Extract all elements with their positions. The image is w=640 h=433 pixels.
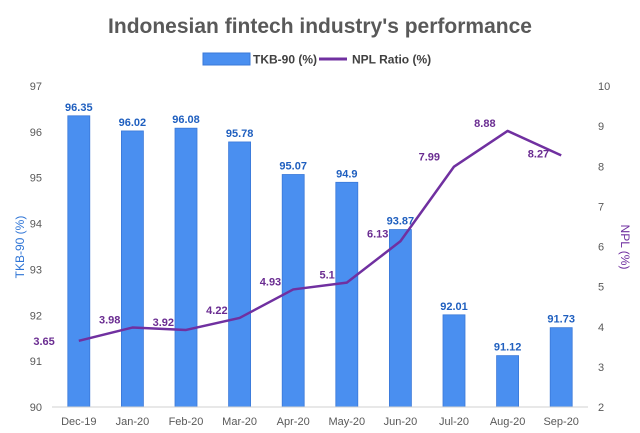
line-value-label: 8.88 xyxy=(474,118,495,130)
line-value-label: 6.13 xyxy=(367,228,388,240)
bar xyxy=(121,130,144,408)
x-axis: Dec-19 Jan-20 Feb-20 Mar-20 Apr-20 May-20 Jun-… xyxy=(52,406,588,428)
y-tick-right-label: 4 xyxy=(598,322,604,334)
line-value-label: 3.65 xyxy=(33,336,54,348)
line-value-label: 3.98 xyxy=(99,315,120,327)
bar-value-label: 95.07 xyxy=(279,161,307,173)
line-value-label: 4.22 xyxy=(206,305,227,317)
bar-value-label: 91.73 xyxy=(547,314,575,326)
legend-swatch-tkb xyxy=(202,52,251,66)
y-tick-left-label: 92 xyxy=(30,310,42,322)
line-value-label: 7.99 xyxy=(419,152,440,164)
y-tick-right-label: 5 xyxy=(598,282,604,294)
x-tick-label: Sep-20 xyxy=(543,416,578,428)
bar xyxy=(496,355,520,408)
y-tick-right-label: 9 xyxy=(598,121,604,133)
bar-value-label: 96.02 xyxy=(119,117,147,129)
line-value-label: 5.1 xyxy=(320,270,335,282)
line-value-label: 8.27 xyxy=(528,148,549,160)
x-tick-label: Dec-19 xyxy=(61,416,96,428)
y-tick-left-label: 91 xyxy=(30,356,42,368)
x-tick-label: Apr-20 xyxy=(277,416,310,428)
y-axis-left: 90 91 92 93 94 95 96 97 xyxy=(30,81,42,414)
y-tick-right-label: 8 xyxy=(598,161,604,173)
chart-title: Indonesian fintech industry's performanc… xyxy=(108,15,532,38)
bar xyxy=(67,115,91,408)
legend: TKB-90 (%) NPL Ratio (%) xyxy=(202,52,431,67)
bar-value-label: 96.08 xyxy=(172,114,200,126)
x-tick-label: May-20 xyxy=(328,416,365,428)
line-series xyxy=(78,129,562,343)
y-axis-right: 2 3 4 5 6 7 8 9 10 xyxy=(598,81,610,414)
x-tick-label: Mar-20 xyxy=(222,416,257,428)
bar-value-label: 95.78 xyxy=(226,128,254,140)
line-data-labels: 3.65 3.98 3.92 4.22 4.93 5.1 6.13 7.99 8.88 8.27 xyxy=(33,118,549,348)
y-axis-left-title: TKB-90 (%) xyxy=(13,216,27,279)
x-tick-label: Aug-20 xyxy=(490,416,525,428)
y-tick-left-label: 94 xyxy=(30,219,42,231)
bar xyxy=(174,127,198,408)
line-value-label: 4.93 xyxy=(260,276,281,288)
line-value-label: 3.92 xyxy=(153,317,174,329)
x-tick-label: Jan-20 xyxy=(116,416,150,428)
y-tick-right-label: 3 xyxy=(598,362,604,374)
x-tick-label: Jul-20 xyxy=(439,416,469,428)
bar-data-labels: 96.35 96.02 96.08 95.78 95.07 94.9 93.87 92.01 9… xyxy=(65,102,575,354)
y-tick-left-label: 93 xyxy=(30,264,42,276)
x-tick-label: Jun-20 xyxy=(384,416,418,428)
bar xyxy=(228,141,252,408)
bar-value-label: 94.9 xyxy=(336,168,357,180)
bar-value-label: 91.12 xyxy=(494,342,522,354)
y-axis-right-title: NPL (%) xyxy=(618,225,632,270)
y-tick-right-label: 10 xyxy=(598,81,610,93)
y-tick-right-label: 6 xyxy=(598,242,604,254)
y-tick-left-label: 96 xyxy=(30,127,42,139)
legend-label-tkb: TKB-90 (%) xyxy=(253,53,317,67)
y-tick-right-label: 2 xyxy=(598,402,604,414)
legend-label-npl: NPL Ratio (%) xyxy=(352,53,431,67)
y-tick-right-label: 7 xyxy=(598,201,604,213)
bar xyxy=(388,229,412,408)
y-tick-left-label: 90 xyxy=(30,402,42,414)
bar-value-label: 93.87 xyxy=(387,216,415,228)
x-tick-label: Feb-20 xyxy=(169,416,204,428)
bar xyxy=(549,327,573,408)
npl-line xyxy=(78,129,562,343)
y-tick-left-label: 97 xyxy=(30,81,42,93)
bar xyxy=(335,181,359,408)
bar-series xyxy=(67,115,573,408)
bar-value-label: 96.35 xyxy=(65,102,93,114)
bar-value-label: 92.01 xyxy=(440,301,468,313)
y-tick-left-label: 95 xyxy=(30,173,42,185)
bar xyxy=(442,314,466,408)
